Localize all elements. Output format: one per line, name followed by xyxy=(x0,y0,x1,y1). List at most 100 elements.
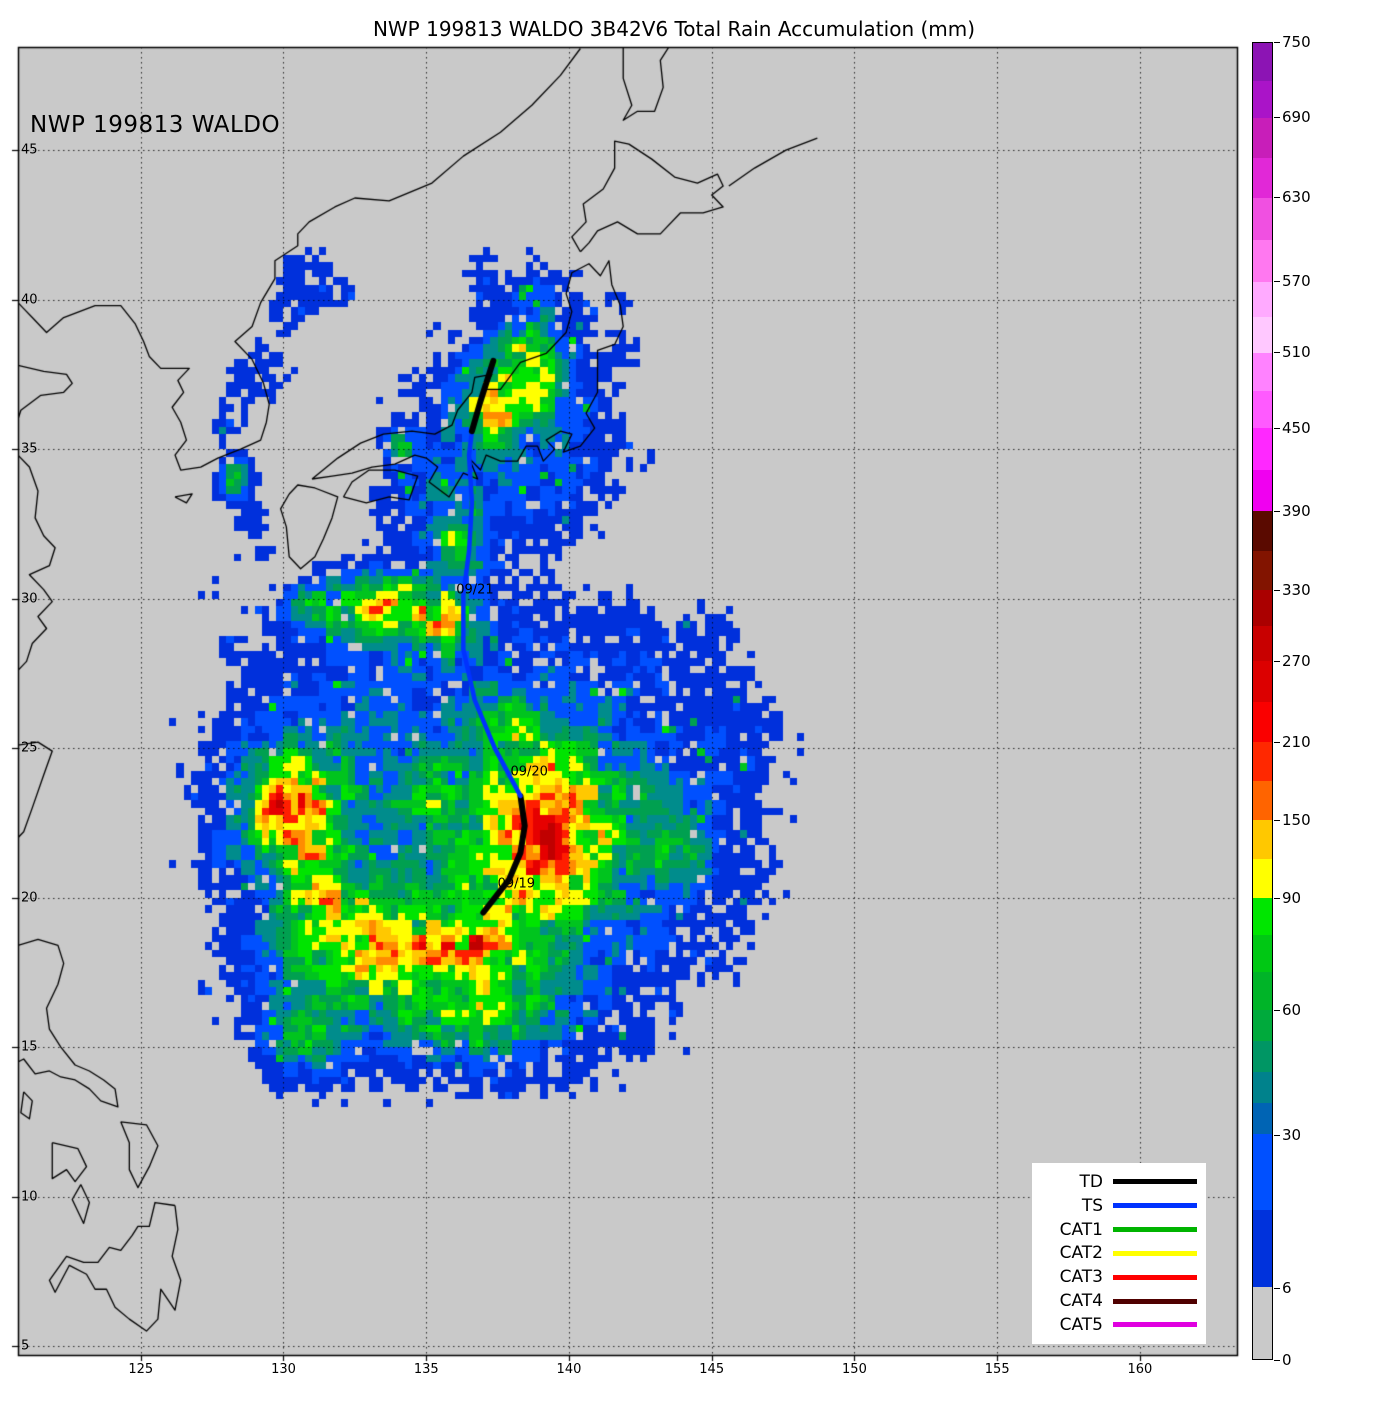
colorbar-tick-mark xyxy=(1274,1010,1280,1011)
track-date-label: 09/21 xyxy=(456,582,494,598)
colorbar-band xyxy=(1253,550,1272,591)
lon-tick-label: 135 xyxy=(413,1362,439,1377)
colorbar-band xyxy=(1253,281,1272,318)
legend-line-swatch xyxy=(1113,1274,1197,1280)
colorbar-band xyxy=(1253,1210,1272,1288)
colorbar-band xyxy=(1253,701,1272,742)
colorbar-tick-mark xyxy=(1274,1288,1280,1289)
colorbar-band xyxy=(1253,157,1272,198)
colorbar xyxy=(1252,42,1273,1360)
lat-tick-label: 25 xyxy=(21,740,38,756)
lat-tick-label: 5 xyxy=(21,1338,30,1354)
chart-title: NWP 199813 WALDO 3B42V6 Total Rain Accum… xyxy=(372,17,976,41)
legend-entry-label: CAT5 xyxy=(1059,1314,1103,1335)
colorbar-band xyxy=(1253,1009,1272,1041)
colorbar-band xyxy=(1253,43,1272,81)
colorbar-band xyxy=(1253,819,1272,859)
colorbar-band xyxy=(1253,935,1272,973)
colorbar-tick-mark xyxy=(1274,117,1280,118)
lat-tick-label: 30 xyxy=(21,591,38,607)
lat-tick-label: 10 xyxy=(21,1189,38,1205)
legend-line-swatch xyxy=(1113,1179,1197,1185)
legend-entry-cat1: CAT1 xyxy=(1041,1220,1197,1240)
colorbar-band xyxy=(1253,390,1272,429)
colorbar-tick-label: 750 xyxy=(1282,33,1311,51)
colorbar-tick-label: 690 xyxy=(1282,107,1311,126)
colorbar-band xyxy=(1253,428,1272,470)
lat-tick-label: 15 xyxy=(21,1039,38,1055)
legend-entry-label: TS xyxy=(1081,1195,1103,1216)
lon-tick-label: 150 xyxy=(842,1362,867,1377)
colorbar-tick-mark xyxy=(1274,428,1280,429)
colorbar-tick-label: 210 xyxy=(1282,732,1311,751)
colorbar-tick-label: 630 xyxy=(1282,187,1311,206)
legend-entry-cat2: CAT2 xyxy=(1041,1243,1197,1263)
colorbar-band xyxy=(1253,858,1272,898)
colorbar-tick-label: 270 xyxy=(1282,652,1311,671)
colorbar-tick-label: 390 xyxy=(1282,501,1311,520)
legend-line-swatch xyxy=(1113,1227,1197,1233)
legend-entry-label: CAT4 xyxy=(1059,1291,1103,1312)
colorbar-band xyxy=(1253,352,1272,391)
lon-tick-label: 125 xyxy=(128,1362,154,1377)
colorbar-band xyxy=(1253,780,1272,820)
colorbar-band xyxy=(1253,511,1272,551)
legend-line-swatch xyxy=(1113,1203,1197,1209)
colorbar-tick-label: 60 xyxy=(1282,1001,1302,1020)
colorbar-tick-mark xyxy=(1274,281,1280,282)
legend-entry-td: TD xyxy=(1041,1172,1197,1192)
colorbar-band xyxy=(1253,1287,1272,1359)
colorbar-band xyxy=(1253,1071,1272,1104)
colorbar-tick-label: 30 xyxy=(1282,1126,1302,1145)
lat-tick-label: 20 xyxy=(21,890,38,906)
lon-tick-label: 140 xyxy=(556,1362,582,1377)
colorbar-tick-mark xyxy=(1274,511,1280,512)
colorbar-band xyxy=(1253,317,1272,353)
colorbar-tick-mark xyxy=(1274,352,1280,353)
legend-entry-cat4: CAT4 xyxy=(1041,1291,1197,1311)
colorbar-band xyxy=(1253,1134,1272,1211)
colorbar-tick-mark xyxy=(1274,590,1280,591)
legend-line-swatch xyxy=(1113,1322,1197,1328)
colorbar-tick-label: 570 xyxy=(1282,272,1311,291)
colorbar-tick-label: 6 xyxy=(1282,1279,1292,1298)
legend-entry-cat3: CAT3 xyxy=(1041,1267,1197,1287)
legend-entry-label: TD xyxy=(1079,1171,1103,1192)
colorbar-tick-mark xyxy=(1274,1360,1280,1361)
colorbar-tick-label: 150 xyxy=(1282,811,1311,829)
storm-id-label: NWP 199813 WALDO xyxy=(30,112,281,138)
colorbar-tick-mark xyxy=(1274,1135,1280,1136)
colorbar-band xyxy=(1253,117,1272,158)
lat-tick-label: 40 xyxy=(21,292,38,308)
legend-entry-label: CAT3 xyxy=(1059,1267,1103,1288)
storm-track-legend: TD TS CAT1 CAT2 CAT3 CAT4 CAT5 xyxy=(1032,1163,1206,1344)
track-date-label: 09/19 xyxy=(497,876,536,892)
colorbar-tick-label: 330 xyxy=(1282,581,1311,600)
colorbar-band xyxy=(1253,897,1272,936)
colorbar-band xyxy=(1253,972,1272,1010)
colorbar-band xyxy=(1253,590,1272,626)
colorbar-band xyxy=(1253,741,1272,781)
colorbar-band xyxy=(1253,80,1272,118)
colorbar-tick-mark xyxy=(1274,661,1280,662)
colorbar-band xyxy=(1253,1103,1272,1135)
colorbar-band xyxy=(1253,239,1272,282)
lon-tick-label: 160 xyxy=(1127,1362,1153,1377)
lat-tick-label: 35 xyxy=(21,441,38,457)
colorbar-tick-mark xyxy=(1274,820,1280,821)
colorbar-tick-label: 450 xyxy=(1282,419,1311,438)
lon-tick-label: 155 xyxy=(984,1362,1010,1377)
colorbar-tick-mark xyxy=(1274,197,1280,198)
colorbar-band xyxy=(1253,197,1272,240)
lon-tick-label: 145 xyxy=(699,1362,725,1377)
colorbar-tick-mark xyxy=(1274,42,1280,43)
colorbar-tick-label: 0 xyxy=(1282,1351,1292,1369)
legend-entry-label: CAT2 xyxy=(1059,1243,1103,1264)
legend-line-swatch xyxy=(1113,1298,1197,1304)
legend-entry-label: CAT1 xyxy=(1059,1219,1103,1240)
colorbar-band xyxy=(1253,1040,1272,1072)
legend-entry-cat5: CAT5 xyxy=(1041,1315,1197,1335)
colorbar-tick-label: 90 xyxy=(1282,889,1302,908)
colorbar-band xyxy=(1253,469,1272,512)
